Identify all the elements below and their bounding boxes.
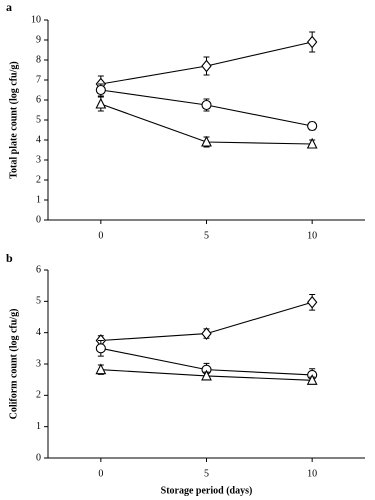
marker-triangle: [201, 369, 212, 381]
x-tick-label: 0: [98, 468, 103, 479]
y-tick-label: 6: [36, 94, 41, 105]
y-tick-label: 9: [36, 34, 41, 45]
y-tick-label: 0: [36, 214, 41, 225]
x-tick-label: 10: [307, 230, 317, 241]
y-axis-title: Total plate count (log cfu/g): [8, 61, 19, 178]
chart-panel: a 0 1 2 3 4 5 6 7 8 9 10 0 5 10 Total plate count (log …: [6, 0, 365, 241]
marker-triangle: [95, 97, 107, 109]
marker-diamond: [306, 295, 318, 309]
marker-circle: [95, 84, 106, 96]
marker-triangle: [95, 363, 107, 375]
y-tick-label: 4: [36, 327, 41, 338]
x-tick-label: 0: [98, 230, 103, 241]
marker-circle: [95, 343, 106, 354]
marker-diamond: [201, 59, 212, 73]
panel-label: b: [6, 251, 13, 265]
x-tick-label: 5: [204, 230, 209, 241]
marker-triangle: [201, 135, 212, 147]
panel-label: a: [6, 0, 12, 14]
y-tick-label: 0: [36, 452, 41, 463]
y-tick-label: 1: [36, 421, 41, 432]
marker-triangle: [306, 137, 318, 149]
chart-panel: b 0 1 2 3 4 5 6 0 5 10 Coliform count (log cfu/g) St…: [6, 251, 365, 496]
y-tick-label: 2: [36, 174, 41, 185]
y-tick-label: 3: [36, 358, 41, 369]
y-tick-label: 3: [36, 154, 41, 165]
x-tick-label: 5: [204, 468, 209, 479]
x-axis-title: Storage period (days): [161, 485, 253, 496]
marker-triangle: [306, 374, 318, 385]
y-tick-label: 5: [36, 296, 41, 307]
y-tick-label: 5: [36, 114, 41, 125]
y-tick-label: 10: [31, 14, 41, 25]
y-tick-label: 4: [36, 134, 41, 145]
marker-diamond: [201, 327, 212, 340]
y-tick-label: 1: [36, 194, 41, 205]
y-tick-label: 8: [36, 54, 41, 65]
y-tick-label: 7: [36, 74, 41, 85]
y-axis-title: Coliform count (log cfu/g): [8, 309, 19, 420]
y-tick-label: 2: [36, 390, 41, 401]
marker-diamond: [306, 35, 318, 49]
marker-circle: [307, 120, 318, 132]
marker-circle: [201, 99, 212, 111]
x-tick-label: 10: [307, 468, 317, 479]
y-tick-label: 6: [36, 264, 41, 275]
